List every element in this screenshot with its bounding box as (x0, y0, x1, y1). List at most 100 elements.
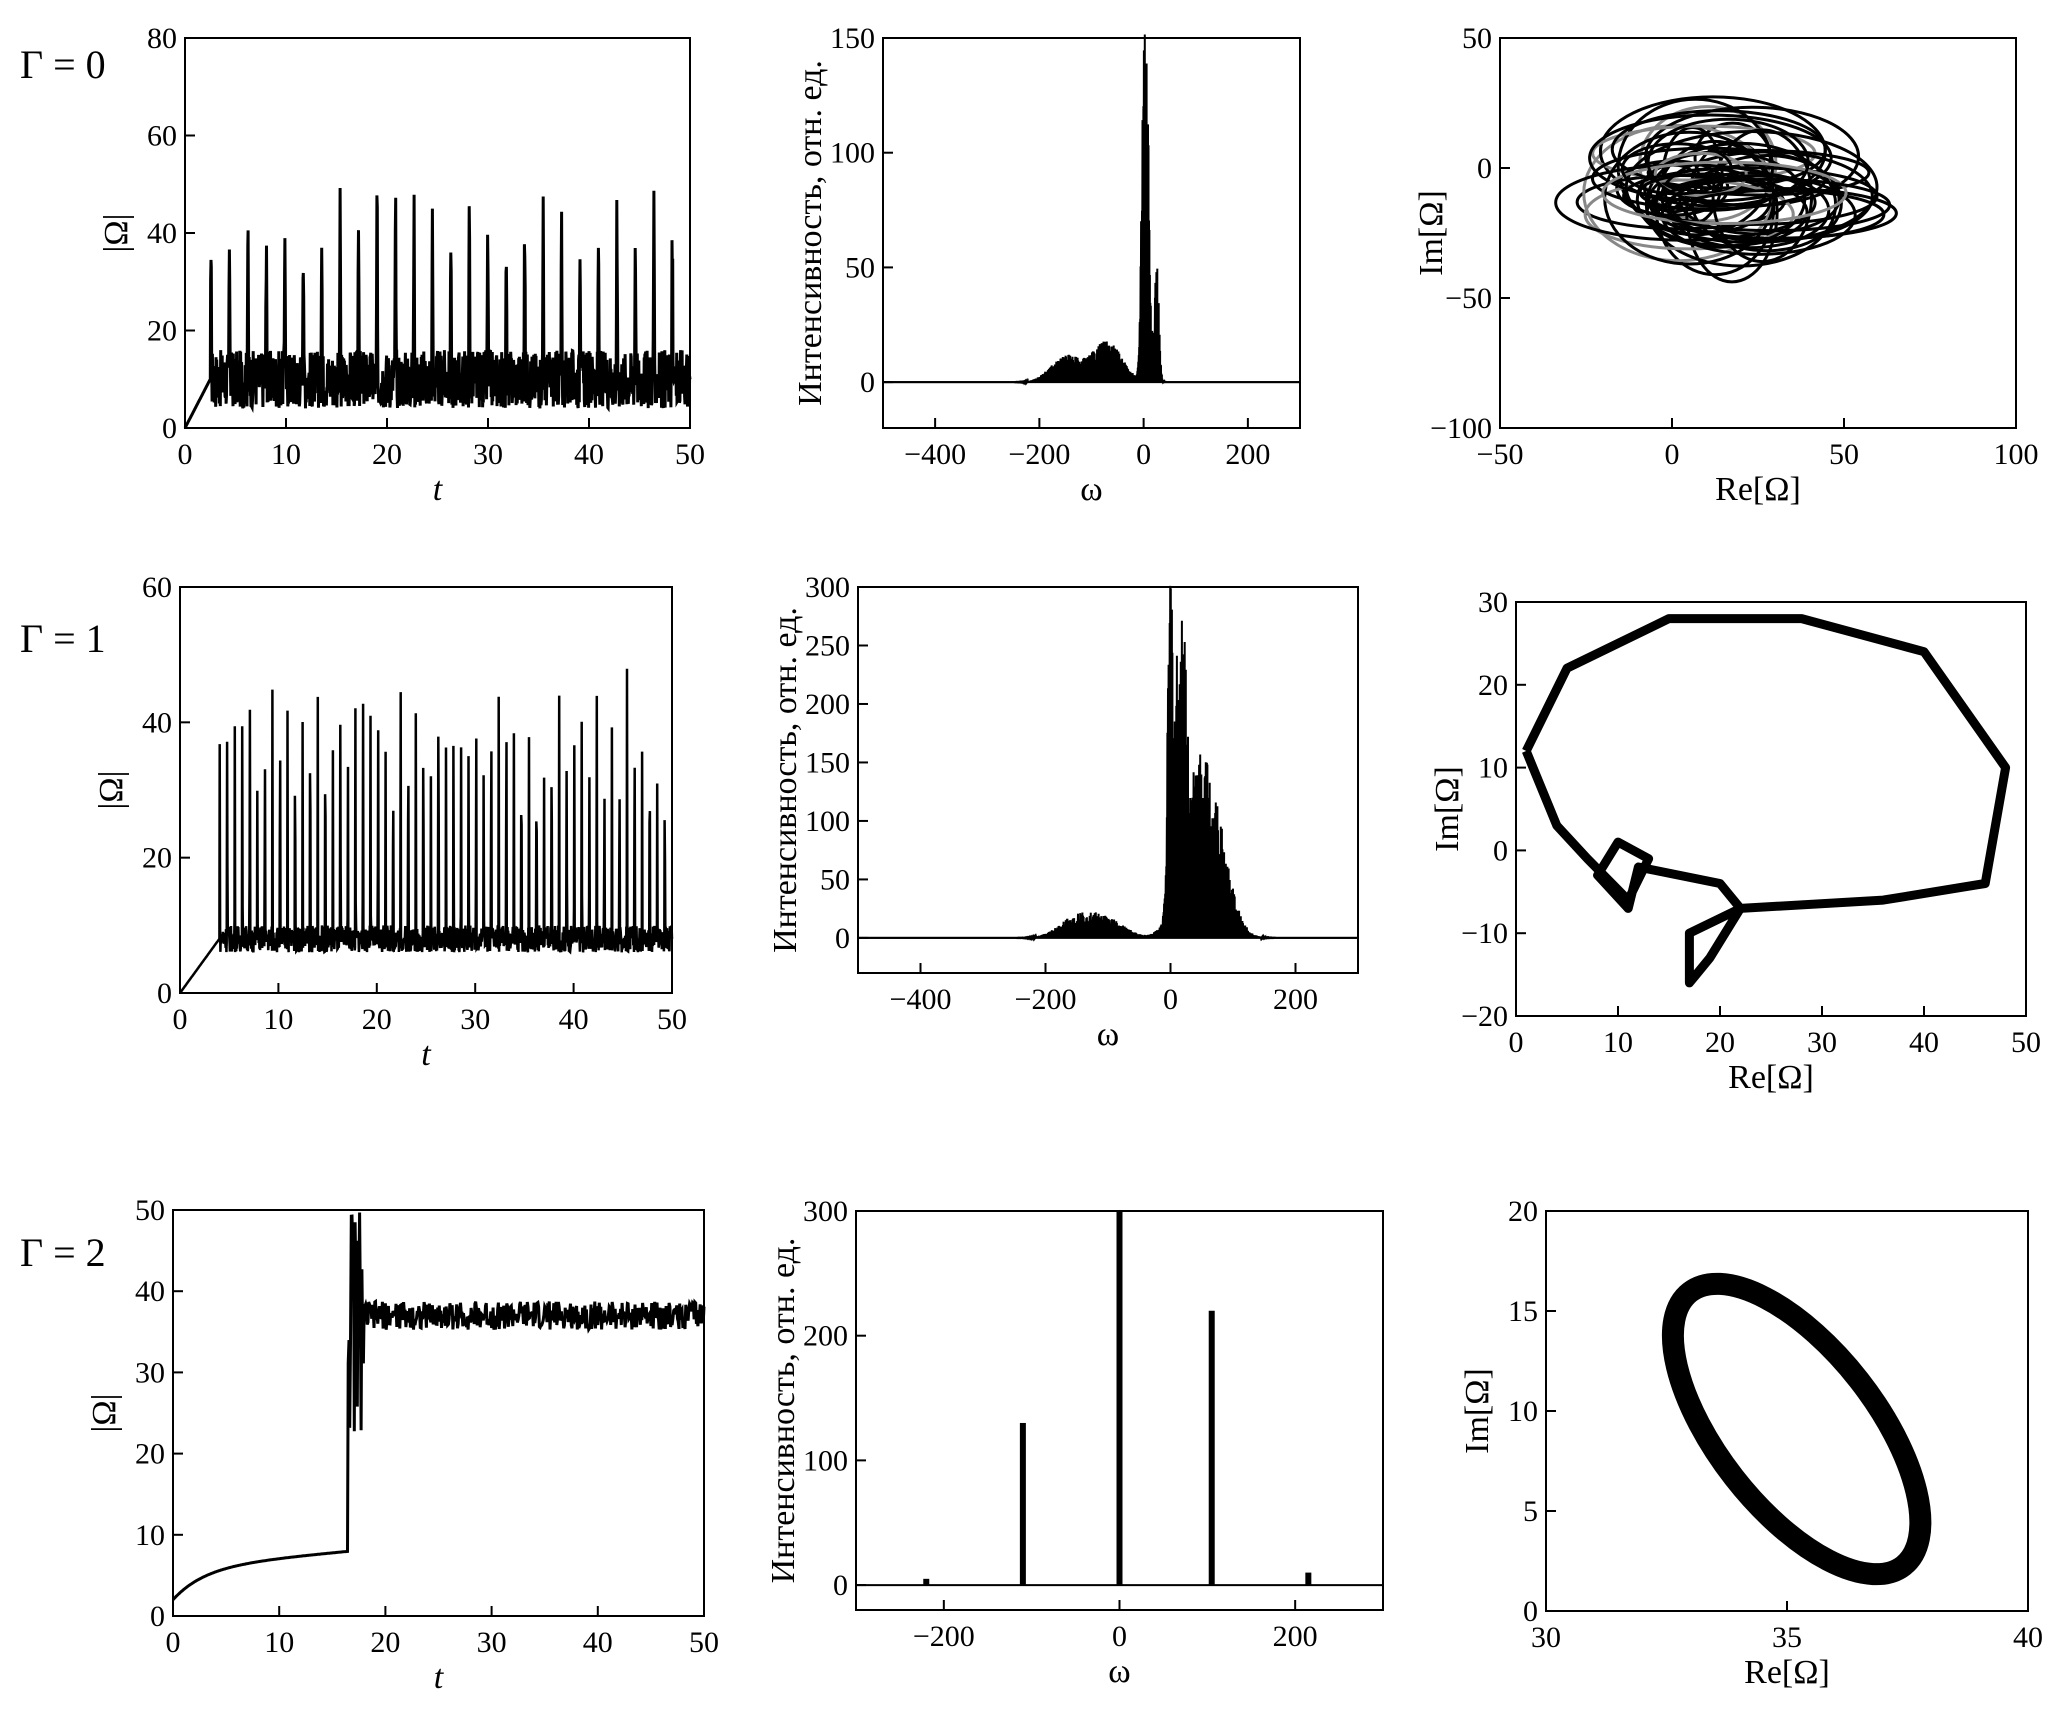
orbit-loop-16 (1610, 109, 1827, 190)
y-tick-label: 300 (805, 571, 850, 604)
panel-1: −400 −200 0 200 0 50 100 150 ω Интенсивность, отн… (792, 22, 1301, 508)
y-tick-label: 10 (1508, 1395, 1538, 1428)
x-tick-label: 200 (1273, 1620, 1318, 1653)
x-tick-label: 50 (675, 438, 705, 471)
x-tick-label: 50 (1829, 438, 1859, 471)
x-axis-label: t (433, 471, 444, 508)
row-label-gamma-2: Γ = 2 (20, 1230, 106, 1275)
y-tick-label: 10 (135, 1519, 165, 1552)
x-axis-label: ω (1097, 1016, 1119, 1053)
row-label-gamma-1: Γ = 1 (20, 616, 106, 661)
y-tick-label: 40 (142, 706, 172, 739)
x-tick-label: 200 (1273, 983, 1318, 1016)
plot-frame (1545, 1210, 2029, 1612)
x-tick-label: 10 (271, 438, 301, 471)
limit-cycle (1522, 614, 2011, 988)
orbit-loop-35 (1601, 160, 1848, 226)
panel-0: 0 10 20 30 40 50 0 20 40 60 80 t |Ω| (98, 22, 705, 508)
x-tick-label: −50 (1477, 438, 1524, 471)
panel-6: 0 10 20 30 40 50 0 10 20 30 40 50 t |Ω| (86, 1194, 719, 1696)
spectral-line-4 (1305, 1572, 1312, 1586)
x-tick-label: 20 (362, 1003, 392, 1036)
x-axis-label: ω (1108, 1653, 1130, 1690)
x-tick-label: −400 (890, 983, 952, 1016)
y-tick-label: 200 (803, 1320, 848, 1353)
y-tick-label: 20 (142, 842, 172, 875)
y-tick-label: −20 (1461, 1000, 1508, 1033)
x-axis-label: Re[Ω] (1728, 1059, 1814, 1096)
x-tick-label: 0 (1163, 983, 1178, 1016)
y-tick-label: 300 (803, 1195, 848, 1228)
y-tick-label: 40 (147, 217, 177, 250)
x-tick-label: 100 (1994, 438, 2039, 471)
orbit-loop-28 (1653, 151, 1748, 198)
x-tick-label: 0 (1665, 438, 1680, 471)
y-tick-label: 0 (1477, 152, 1492, 185)
x-tick-label: 20 (370, 1626, 400, 1659)
series-line (171, 1212, 706, 1601)
y-tick-label: 20 (1478, 669, 1508, 702)
x-tick-label: 40 (1909, 1026, 1939, 1059)
y-axis-label: Im[Ω] (1459, 1368, 1496, 1454)
y-tick-label: 5 (1523, 1495, 1538, 1528)
y-axis-label: Im[Ω] (1429, 766, 1466, 852)
x-axis-label: t (434, 1659, 445, 1696)
panel-3: 0 10 20 30 40 50 0 20 40 60 t |Ω| (93, 571, 687, 1073)
y-tick-label: 50 (845, 251, 875, 284)
y-axis-label: Интенсивность, отн. ед. (792, 60, 829, 406)
orbit-loop-38 (1638, 172, 1776, 212)
y-tick-label: 50 (135, 1194, 165, 1227)
x-tick-label: −200 (1008, 438, 1070, 471)
series-line (183, 187, 692, 429)
x-tick-label: 10 (264, 1626, 294, 1659)
x-tick-label: 0 (1136, 438, 1151, 471)
y-tick-label: 50 (1462, 22, 1492, 55)
y-tick-label: −50 (1445, 282, 1492, 315)
spectral-line-2 (1208, 1310, 1215, 1586)
y-tick-label: 0 (860, 366, 875, 399)
x-tick-label: 50 (657, 1003, 687, 1036)
x-tick-label: 10 (1603, 1026, 1633, 1059)
x-tick-label: 40 (583, 1626, 613, 1659)
x-tick-label: 50 (689, 1626, 719, 1659)
y-tick-label: 150 (805, 746, 850, 779)
orbit-loop-36 (1651, 177, 1892, 233)
x-axis-label: ω (1080, 471, 1102, 508)
x-tick-label: 30 (1531, 1621, 1561, 1654)
y-tick-label: 30 (135, 1356, 165, 1389)
orbit-loop-39 (1620, 142, 1733, 196)
y-tick-label: 150 (830, 22, 875, 55)
y-axis-label: |Ω| (98, 214, 135, 253)
y-tick-label: 60 (142, 571, 172, 604)
x-tick-label: 0 (178, 438, 193, 471)
x-tick-label: 40 (574, 438, 604, 471)
x-tick-label: 50 (2011, 1026, 2041, 1059)
y-tick-label: 100 (805, 805, 850, 838)
y-tick-label: 0 (1523, 1595, 1538, 1628)
y-tick-label: 0 (150, 1600, 165, 1633)
spectral-line-0 (1116, 1211, 1123, 1586)
y-tick-label: 250 (805, 629, 850, 662)
x-tick-label: 0 (166, 1626, 181, 1659)
y-axis-label: |Ω| (93, 771, 130, 810)
x-tick-label: 30 (473, 438, 503, 471)
y-tick-label: 80 (147, 22, 177, 55)
y-axis-label: |Ω| (86, 1394, 123, 1433)
spectral-line-1 (1019, 1422, 1026, 1586)
x-tick-label: 0 (173, 1003, 188, 1036)
y-axis-label: Интенсивность, отн. ед. (765, 1238, 802, 1584)
x-axis-label: Re[Ω] (1715, 471, 1801, 508)
y-tick-label: −100 (1430, 412, 1492, 445)
plot-frame (179, 586, 673, 994)
orbit-loop-21 (1583, 178, 1795, 251)
y-tick-label: 50 (820, 863, 850, 896)
y-tick-label: 0 (835, 922, 850, 955)
x-tick-label: 0 (1112, 1620, 1127, 1653)
plot-frame (882, 37, 1301, 429)
panel-8: 30 35 40 0 5 10 15 20 Re[Ω] Im[Ω] (1459, 1195, 2043, 1691)
y-tick-label: 200 (805, 688, 850, 721)
y-tick-label: 20 (135, 1438, 165, 1471)
x-tick-label: 30 (460, 1003, 490, 1036)
